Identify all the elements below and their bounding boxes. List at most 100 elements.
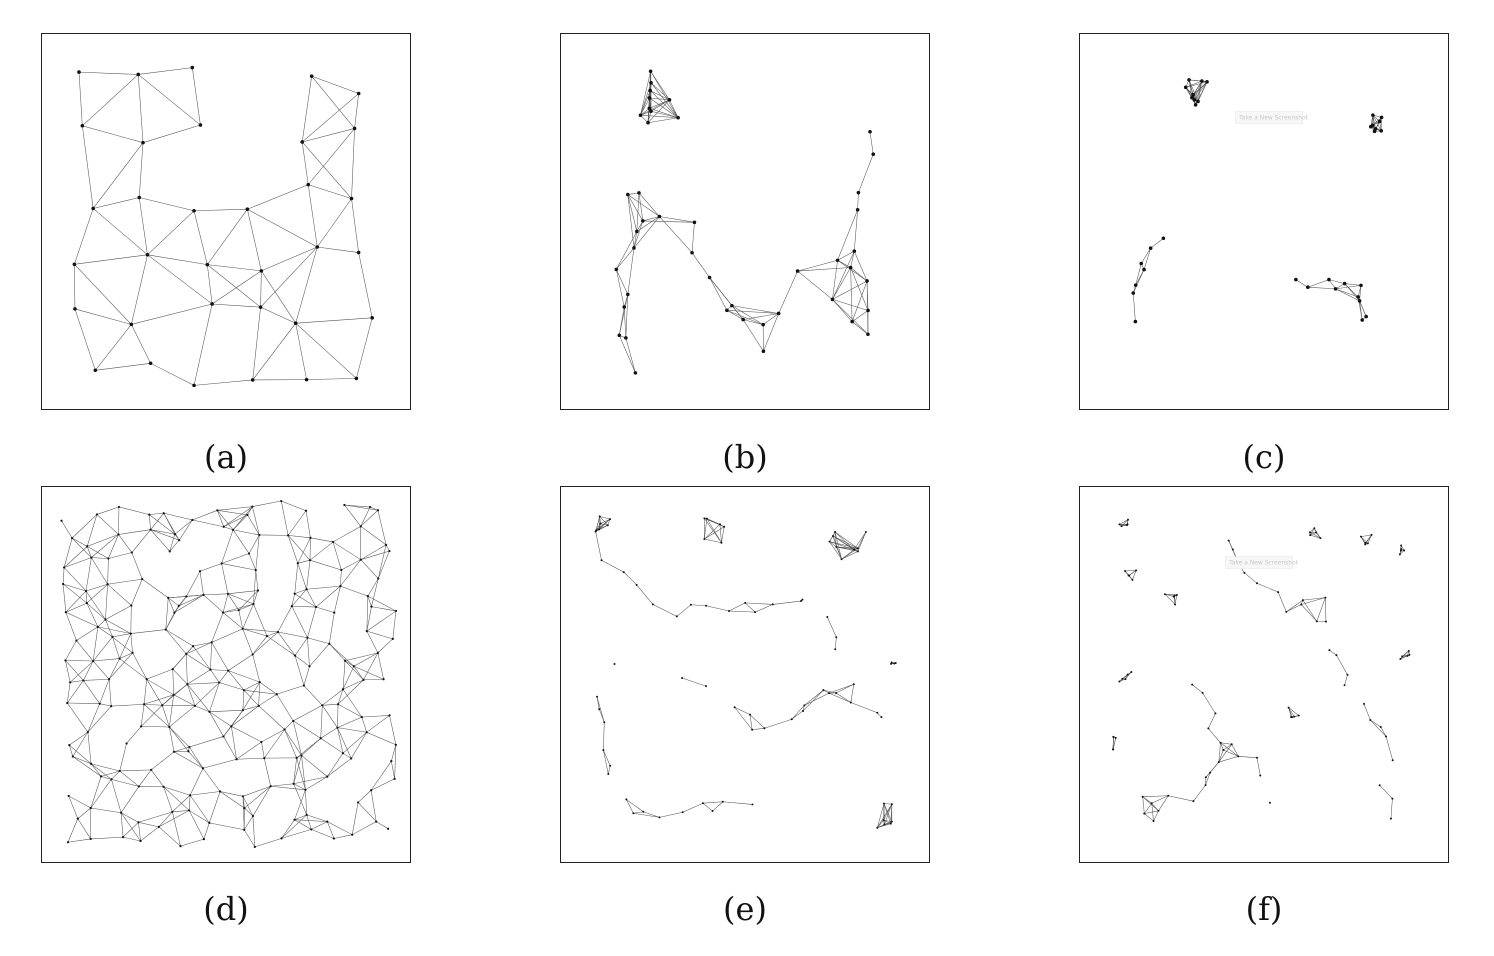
graph-edge [306,378,357,380]
graph-node [1135,569,1138,572]
graph-edge [138,142,144,198]
graph-edge [311,829,335,839]
graph-edge [266,631,279,637]
graph-edge [172,811,181,847]
graph-node [771,603,774,606]
graph-edge [131,254,148,325]
graph-node [265,634,269,638]
graph-node [118,657,121,660]
graph-edge [804,692,830,706]
graph-node [186,683,189,686]
graph-edge [311,75,359,94]
graph-node [720,541,723,544]
graph-node [1372,129,1377,134]
graph-edge [158,811,173,828]
graph-edge [221,529,234,564]
graph-node [1163,593,1166,596]
graph-edge [1192,80,1203,95]
graph-node [1308,531,1311,534]
graph-node [751,803,754,806]
graph-edge [649,108,679,118]
graph-edge [333,586,341,613]
graph-edge [370,790,377,822]
graph-edge [294,655,310,667]
graph-edge [360,559,379,579]
graph-edge [345,652,378,662]
graph-node [1255,756,1258,759]
graph-edge [217,510,234,531]
graph-edge [243,689,259,707]
graph-edge [301,141,309,185]
graph-edge [1185,81,1208,88]
graph-edge [223,603,254,613]
graph-node [375,820,378,823]
graph-node [137,195,142,200]
graph-edge [86,602,106,620]
graph-edge [189,746,204,769]
graph-edge [1256,757,1261,776]
graph-node [763,727,766,730]
graph-edge [74,254,148,265]
graph-edge [219,670,229,683]
graph-edge [681,677,707,687]
graph-edge [650,82,679,118]
graph-node [1359,283,1363,288]
graph-edge [232,529,250,554]
graph-edge [877,712,882,718]
graph-node [107,557,110,560]
graph-edge [138,769,152,787]
graph-node [82,679,85,682]
graph-node [292,719,295,723]
graph-edge [320,727,338,739]
graph-edge [221,553,250,564]
graph-node [143,703,146,706]
graph-edge [120,812,139,823]
graph-node [598,528,601,531]
graph-edge [65,660,94,662]
graph-node [201,767,205,770]
graph-node [300,754,303,757]
graph-edge [376,821,389,829]
graph-node [245,207,250,211]
graph-edge [353,666,364,681]
graph-c-plot: Take a New Screenshot [1131,78,1384,324]
graph-node [1148,246,1153,250]
graph-edge [173,746,190,753]
graph-edge [71,537,88,547]
graph-node [391,637,394,640]
graph-edge [726,310,764,325]
graph-edge [1288,707,1299,716]
graph-node [388,714,391,717]
graph-node [1369,719,1372,722]
graph-edge [97,619,106,628]
graph-edge [61,520,73,539]
graph-edge [378,550,390,579]
graph-node [208,710,211,713]
graph-edge [186,594,204,597]
graph-edge [186,642,212,655]
graph-node [1287,706,1290,709]
graph-edge [1385,736,1393,761]
graph-node [192,645,195,648]
graph-node [148,361,153,366]
graph-node [1389,817,1392,820]
graph-panel-d [41,486,411,863]
graph-node [749,713,752,716]
graph-edge [366,606,372,632]
graph-edge [337,727,344,754]
graph-edge [112,636,133,653]
graph-edge [131,529,151,553]
graph-node [117,505,121,509]
graph-node [727,609,730,612]
graph-edge [353,652,379,667]
graph-edge [360,544,387,560]
graph-node [893,662,896,665]
graph-node [705,517,708,520]
graph-edge [122,822,139,838]
graph-edge [332,541,342,571]
graph-node [1227,539,1230,542]
graph-edge [231,705,259,727]
graph-edge [598,516,600,530]
graph-node [336,703,340,706]
graph-edge [1151,803,1154,821]
